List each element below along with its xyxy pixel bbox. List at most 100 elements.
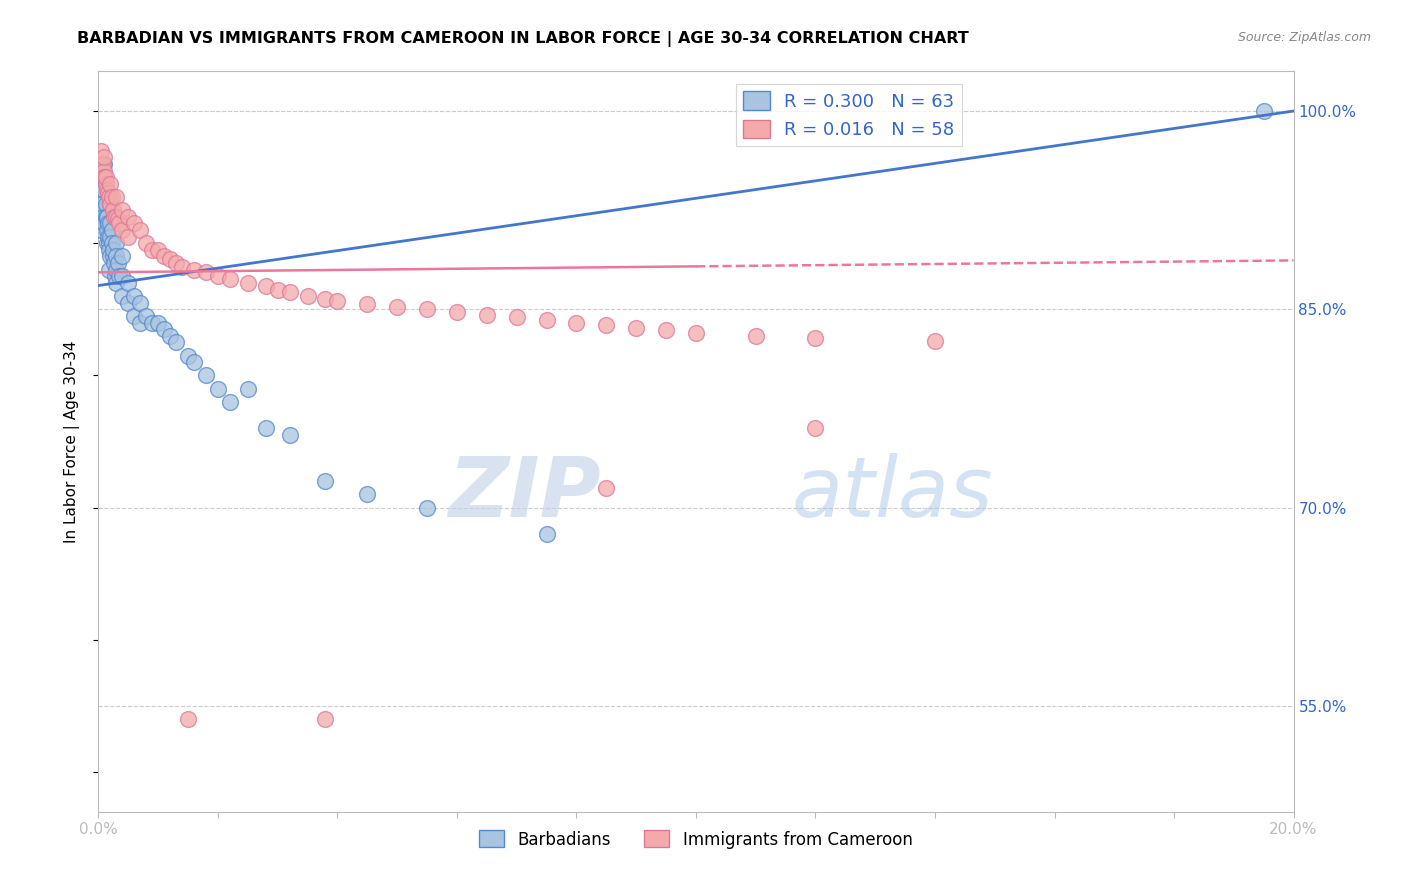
Point (105, 210, 128, 224)
Point (219, 272, 242, 286)
Point (105, 262, 128, 277)
Point (315, 474, 337, 488)
Point (98, 262, 121, 277)
Point (446, 305, 468, 319)
Point (195, 265, 218, 279)
Point (96, 223, 118, 237)
Point (326, 294, 349, 309)
Point (97, 229, 120, 244)
Point (626, 321, 648, 335)
Legend: Barbadians, Immigrants from Cameroon: Barbadians, Immigrants from Cameroon (472, 823, 920, 855)
Point (111, 223, 134, 237)
Point (153, 322, 176, 336)
Point (278, 428, 301, 442)
Point (159, 252, 181, 266)
Point (91, 196, 114, 211)
Text: ZIP: ZIP (447, 453, 600, 534)
Point (97, 186, 120, 200)
Point (195, 368, 218, 383)
Point (416, 500, 439, 515)
Point (278, 285, 301, 300)
Point (219, 395, 242, 409)
Point (111, 289, 134, 303)
Point (141, 243, 163, 257)
Point (96, 210, 118, 224)
Point (685, 326, 707, 340)
Point (98, 177, 122, 191)
Point (124, 289, 146, 303)
Point (105, 276, 128, 290)
Point (148, 243, 170, 257)
Point (124, 216, 146, 230)
Point (236, 382, 259, 396)
Point (98, 216, 122, 230)
Point (159, 328, 181, 343)
Point (267, 283, 290, 297)
Point (90, 144, 112, 158)
Point (103, 243, 125, 257)
Point (254, 278, 277, 293)
Point (100, 223, 122, 237)
Point (595, 481, 617, 495)
Point (98, 196, 122, 211)
Point (103, 256, 125, 270)
Point (98, 229, 122, 244)
Point (804, 421, 827, 435)
Point (165, 335, 187, 350)
Point (655, 324, 678, 338)
Point (108, 269, 131, 284)
Point (924, 334, 946, 348)
Point (183, 355, 205, 369)
Point (101, 236, 124, 251)
Point (165, 256, 187, 270)
Point (153, 250, 176, 264)
Point (90, 210, 112, 224)
Point (356, 297, 378, 311)
Point (101, 250, 124, 264)
Point (475, 308, 498, 322)
Point (101, 203, 124, 218)
Point (98, 243, 121, 257)
Point (183, 262, 205, 277)
Point (135, 309, 157, 323)
Point (148, 316, 170, 330)
Point (745, 328, 768, 343)
Text: Source: ZipAtlas.com: Source: ZipAtlas.com (1237, 31, 1371, 45)
Point (207, 269, 229, 284)
Point (117, 210, 139, 224)
Point (96, 236, 118, 251)
Point (100, 190, 122, 204)
Point (117, 295, 139, 310)
Point (297, 289, 319, 303)
Point (91, 157, 114, 171)
Point (177, 712, 200, 726)
Point (98, 250, 122, 264)
Point (98, 196, 122, 211)
Point (117, 276, 139, 290)
Point (96, 210, 118, 224)
Point (536, 527, 558, 541)
Point (103, 210, 125, 224)
Point (207, 382, 229, 396)
Point (565, 316, 588, 330)
Point (105, 250, 128, 264)
Point (124, 309, 146, 323)
Point (385, 300, 409, 314)
Point (111, 203, 134, 218)
Point (141, 316, 163, 330)
Point (103, 269, 125, 284)
Point (93, 183, 115, 197)
Point (107, 212, 129, 227)
Point (108, 216, 131, 230)
Point (595, 318, 617, 333)
Point (111, 250, 134, 264)
Point (177, 349, 200, 363)
Point (111, 269, 134, 284)
Point (107, 256, 129, 270)
Point (91, 203, 114, 218)
Point (94, 177, 117, 191)
Point (129, 316, 152, 330)
Point (93, 163, 115, 178)
Point (804, 331, 827, 345)
Point (97, 236, 120, 251)
